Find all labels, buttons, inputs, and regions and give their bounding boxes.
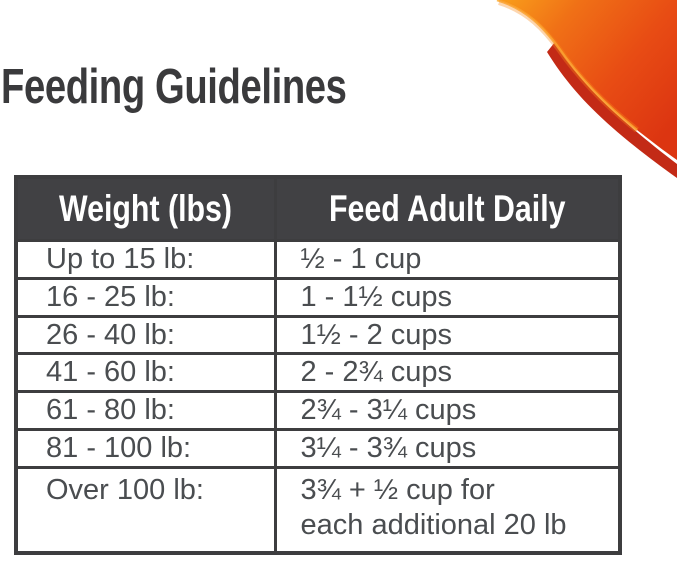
weight-cell: 16 - 25 lb: xyxy=(14,276,277,318)
weight-cell: 81 - 100 lb: xyxy=(14,427,277,469)
feed-column-header: Feed Adult Daily xyxy=(273,175,622,242)
table-row: 26 - 40 lb: 1½ - 2 cups xyxy=(14,314,622,356)
table-header-row: Weight (lbs) Feed Adult Daily xyxy=(14,175,622,242)
amount-cell: 1½ - 2 cups xyxy=(273,314,622,356)
weight-column-header: Weight (lbs) xyxy=(14,175,277,242)
weight-cell: 61 - 80 lb: xyxy=(14,390,277,431)
corner-swoosh-icon xyxy=(496,0,677,178)
table-row: 41 - 60 lb: 2 - 2¾ cups xyxy=(14,352,622,394)
amount-cell: 2¾ - 3¼ cups xyxy=(273,390,622,431)
table-row: 81 - 100 lb: 3¼ - 3¾ cups xyxy=(14,427,622,469)
page-title: Feeding Guidelines xyxy=(1,60,444,114)
page-title-text: Feeding Guidelines xyxy=(1,60,347,114)
amount-cell: 1 - 1½ cups xyxy=(273,276,622,318)
table-row: 16 - 25 lb: 1 - 1½ cups xyxy=(14,276,622,318)
table-row: Up to 15 lb: ½ - 1 cup xyxy=(14,239,622,280)
amount-cell: 3¼ - 3¾ cups xyxy=(273,427,622,469)
weight-cell: Up to 15 lb: xyxy=(14,239,277,280)
table-row: 61 - 80 lb: 2¾ - 3¼ cups xyxy=(14,390,622,431)
weight-cell: 26 - 40 lb: xyxy=(14,314,277,356)
weight-column-header-label: Weight (lbs) xyxy=(59,188,233,229)
amount-cell: 3¾ + ½ cup for each additional 20 lb xyxy=(273,465,622,555)
amount-cell: ½ - 1 cup xyxy=(273,239,622,280)
feed-column-header-label: Feed Adult Daily xyxy=(328,188,566,229)
feeding-guidelines-table: Weight (lbs) Feed Adult Daily Up to 15 l… xyxy=(14,175,622,555)
amount-cell: 2 - 2¾ cups xyxy=(273,352,622,394)
weight-cell: Over 100 lb: xyxy=(14,465,277,555)
weight-cell: 41 - 60 lb: xyxy=(14,352,277,394)
table-row: Over 100 lb: 3¾ + ½ cup for each additio… xyxy=(14,465,622,555)
